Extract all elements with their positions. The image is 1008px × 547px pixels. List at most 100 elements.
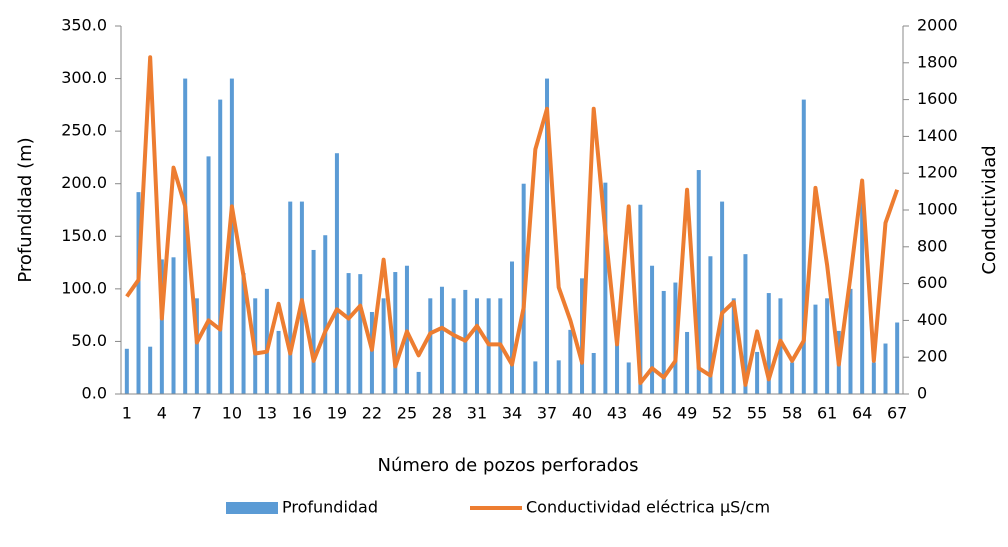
bar (299, 201, 304, 394)
bar (790, 362, 795, 394)
bar (124, 348, 129, 394)
y2-tick-label: 1400 (917, 126, 958, 145)
bar (685, 331, 690, 394)
y2-tick-label: 1600 (917, 89, 958, 108)
y-tick-label: 150.0 (61, 226, 107, 245)
x-tick-label: 46 (642, 404, 662, 423)
bar (626, 362, 631, 394)
bar (871, 362, 876, 394)
y2-tick-label: 1000 (917, 200, 958, 219)
bar (334, 153, 339, 394)
x-tick-label: 34 (502, 404, 522, 423)
y2-tick-label: 600 (917, 273, 948, 292)
bar (883, 343, 888, 394)
y-tick-label: 350.0 (61, 16, 107, 35)
bar (813, 304, 818, 394)
x-tick-label: 64 (852, 404, 872, 423)
bar (428, 298, 433, 394)
bar (556, 360, 561, 394)
x-tick-label: 49 (677, 404, 697, 423)
bar (848, 288, 853, 394)
bar (393, 272, 398, 394)
legend-swatch (226, 502, 278, 514)
line (125, 55, 900, 387)
y-tick-label: 300.0 (61, 68, 107, 87)
x-tick-label: 55 (747, 404, 767, 423)
bar (288, 201, 293, 394)
bar (194, 298, 199, 394)
bar (323, 235, 328, 394)
bar (264, 288, 269, 394)
bar (638, 204, 643, 394)
bar (358, 274, 363, 394)
x-tick-label: 7 (192, 404, 202, 423)
bar (895, 322, 900, 394)
y2-tick-label: 0 (917, 384, 927, 403)
bar (860, 194, 865, 394)
bar (346, 273, 351, 394)
bar (755, 351, 760, 394)
bar (696, 170, 701, 394)
bar (171, 257, 176, 394)
bar (801, 99, 806, 394)
bar (369, 311, 374, 394)
x-tick-label: 10 (222, 404, 242, 423)
bar (229, 78, 234, 395)
bar (451, 298, 456, 394)
bar (650, 265, 655, 394)
bar (183, 78, 188, 395)
y2-axis-label: Conductividad (979, 145, 1000, 274)
bar (825, 298, 830, 394)
x-tick-label: 28 (432, 404, 452, 423)
bar (218, 99, 223, 394)
bar (766, 293, 771, 394)
y2-tick-label: 800 (917, 236, 948, 255)
y-tick-label: 50.0 (71, 331, 107, 350)
y-tick-label: 100.0 (61, 278, 107, 297)
bar (416, 371, 421, 394)
x-tick-label: 4 (157, 404, 167, 423)
y-axis-label: Profundidad (m) (15, 137, 36, 282)
bar (276, 330, 281, 394)
bar (381, 298, 386, 394)
bar (474, 298, 479, 394)
x-tick-label: 58 (782, 404, 802, 423)
bar (159, 259, 164, 394)
x-tick-label: 43 (607, 404, 627, 423)
x-tick-label: 67 (887, 404, 907, 423)
x-tick-label: 40 (572, 404, 592, 423)
bar (136, 192, 141, 394)
bar (708, 256, 713, 394)
x-tick-label: 19 (327, 404, 347, 423)
y-tick-label: 250.0 (61, 121, 107, 140)
y-tick-label: 0.0 (82, 384, 107, 403)
bar (720, 201, 725, 394)
bar (615, 320, 620, 394)
bar (568, 329, 573, 394)
x-tick-label: 13 (257, 404, 277, 423)
legend-label: Profundidad (282, 498, 378, 517)
x-tick-label: 22 (362, 404, 382, 423)
bar (545, 78, 550, 395)
bar (591, 352, 596, 394)
bar (603, 182, 608, 394)
x-tick-label: 61 (817, 404, 837, 423)
legend-label: Conductividad eléctrica µS/cm (526, 498, 770, 517)
x-tick-label: 31 (467, 404, 487, 423)
y2-tick-label: 200 (917, 347, 948, 366)
x-axis-label: Número de pozos perforados (378, 455, 639, 476)
bar (743, 254, 748, 394)
bar (533, 361, 538, 394)
y2-tick-label: 1800 (917, 52, 958, 71)
bar (241, 273, 246, 394)
bar (311, 249, 316, 394)
bar (206, 156, 211, 394)
y-tick-label: 200.0 (61, 173, 107, 192)
x-tick-label: 1 (122, 404, 132, 423)
x-tick-label: 25 (397, 404, 417, 423)
y2-tick-label: 2000 (917, 16, 958, 35)
bar (731, 298, 736, 394)
y2-tick-label: 400 (917, 310, 948, 329)
bar (510, 261, 514, 394)
